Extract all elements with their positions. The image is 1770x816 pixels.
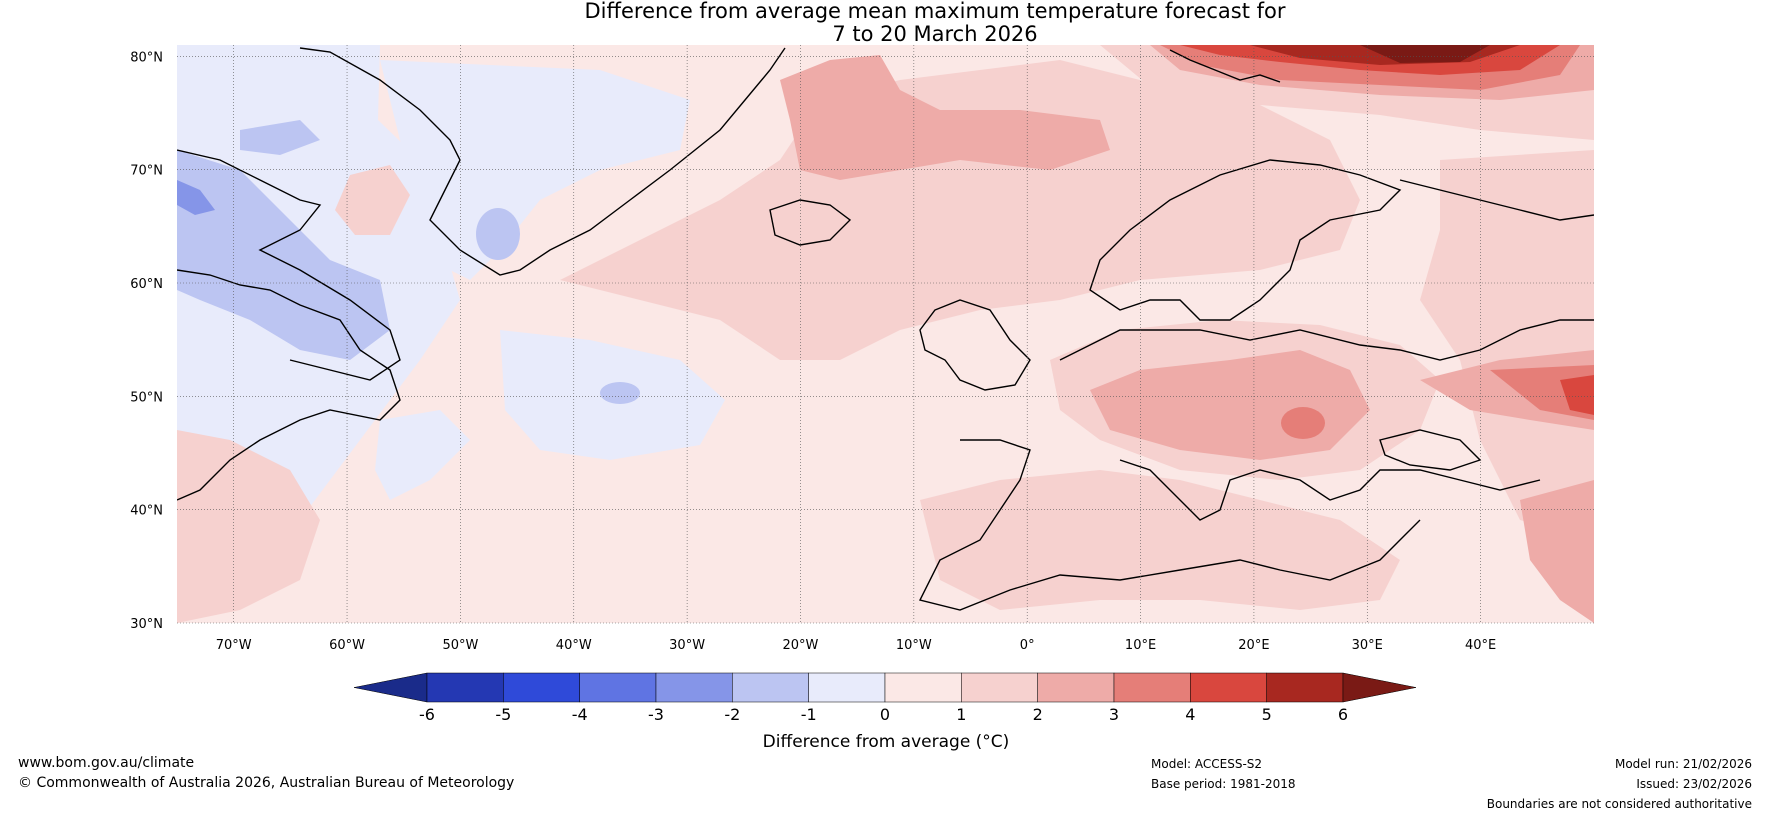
colorbar-arrow-low: [353, 672, 428, 703]
longitude-label: 20°E: [1238, 638, 1269, 653]
coastline-europe: [1059, 319, 1594, 361]
anomaly-region-warm-baffin: [335, 165, 410, 235]
colorbar-segment: [1037, 672, 1115, 703]
graticule: [177, 45, 1594, 624]
boundaries-disclaimer: Boundaries are not considered authoritat…: [1486, 797, 1752, 811]
coastline-svalbard: [1169, 49, 1281, 83]
title-line-1: Difference from average mean maximum tem…: [584, 0, 1286, 23]
latitude-label: 80°N: [130, 50, 163, 65]
model-name: Model: ACCESS-S2: [1151, 757, 1263, 771]
title-line-2: 7 to 20 March 2026: [832, 22, 1038, 46]
colorbar-tick-label: -5: [495, 705, 511, 724]
longitude-label: 30°W: [669, 638, 705, 653]
anomaly-region-hot-norwegian-sea: [780, 55, 1110, 180]
colorbar: -6 -5 -4 -3 -2 -1 0 1 2 3 4 5 6: [353, 672, 1417, 724]
colorbar-tick-label: 0: [880, 705, 890, 724]
longitude-labels: 70°W 60°W 50°W 40°W 30°W 20°W 10°W 0° 10°E 20°E 30…: [216, 638, 1497, 653]
colorbar-tick-label: -3: [648, 705, 664, 724]
coastline-iberia-north-africa: [918, 439, 1421, 611]
colorbar-segment: [426, 672, 504, 703]
footer-url: www.bom.gov.au/climate: [18, 755, 195, 771]
longitude-label: 20°W: [783, 638, 819, 653]
colorbar-tick-label: 2: [1033, 705, 1043, 724]
longitude-label: 10°E: [1125, 638, 1156, 653]
anomaly-region-cool-greenland: [380, 60, 690, 280]
coastline-greenland: [299, 47, 786, 276]
coastline-italy-balkans: [1119, 459, 1541, 521]
latitude-label: 60°N: [130, 277, 163, 292]
colorbar-segment: [1266, 672, 1344, 703]
longitude-label: 50°W: [442, 638, 478, 653]
coastline-baffin-island: [177, 149, 401, 381]
anomaly-fills: [177, 45, 1594, 623]
model-run-date: Model run: 21/02/2026: [1614, 757, 1752, 771]
colorbar-tick-label: 6: [1338, 705, 1348, 724]
latitude-labels: 80°N 70°N 60°N 50°N 40°N 30°N: [130, 50, 163, 632]
coastlines: [177, 47, 1594, 611]
latitude-label: 30°N: [130, 617, 163, 632]
longitude-label: 40°W: [556, 638, 592, 653]
latitude-label: 70°N: [130, 164, 163, 179]
footer-copyright: © Commonwealth of Australia 2026, Austra…: [18, 775, 515, 791]
colorbar-segment: [961, 672, 1038, 703]
coastline-arctic-russia: [1399, 179, 1594, 221]
coastline-black-sea: [1379, 429, 1482, 471]
coastline-british-isles: [919, 299, 1031, 391]
colorbar-segment: [1113, 672, 1191, 703]
anomaly-region-cold-atlantic: [600, 382, 640, 404]
latitude-label: 50°N: [130, 390, 163, 405]
coastline-iceland: [769, 199, 852, 246]
longitude-label: 70°W: [216, 638, 252, 653]
anomaly-region-cold-greenland-east: [476, 208, 520, 260]
longitude-label: 30°E: [1352, 638, 1383, 653]
colorbar-tick-label: 4: [1185, 705, 1195, 724]
anomaly-region-warm-east: [1420, 150, 1594, 540]
colorbar-segment: [655, 672, 733, 703]
anomaly-region-cold-baffin-bay: [177, 180, 215, 215]
latitude-label: 40°N: [130, 504, 163, 519]
longitude-label: 0°: [1020, 638, 1035, 653]
colorbar-tick-label: -1: [801, 705, 817, 724]
colorbar-segment: [1190, 672, 1267, 703]
colorbar-tick-label: 3: [1109, 705, 1119, 724]
colorbar-segment: [503, 672, 580, 703]
base-period: Base period: 1981-2018: [1151, 777, 1296, 791]
colorbar-segment: [808, 672, 886, 703]
colorbar-segment: [732, 672, 809, 703]
colorbar-tick-label: -6: [419, 705, 435, 724]
anomaly-region-cool-south: [375, 410, 470, 500]
anomaly-region-warm-us-east: [177, 430, 320, 623]
longitude-label: 60°W: [329, 638, 365, 653]
colorbar-segment: [884, 672, 962, 703]
longitude-label: 40°E: [1465, 638, 1496, 653]
anomaly-region-very-hot-russia: [1490, 365, 1594, 420]
colorbar-label: Difference from average (°C): [763, 732, 1010, 752]
colorbar-tick-label: 5: [1262, 705, 1272, 724]
colorbar-segment: [579, 672, 657, 703]
coastline-scandinavia: [1089, 159, 1402, 321]
anomaly-region-cold-baffin: [240, 120, 320, 155]
colorbar-arrow-high: [1342, 672, 1417, 703]
colorbar-tick-label: -4: [572, 705, 588, 724]
anomaly-region-very-hot-balkans: [1281, 407, 1325, 439]
anomaly-region-extreme-russia: [1560, 375, 1594, 415]
anomaly-region-cold-labrador: [177, 150, 390, 360]
anomaly-region-warm-mediterranean: [920, 470, 1400, 610]
longitude-label: 10°W: [896, 638, 932, 653]
anomaly-region-max-arctic-core: [1360, 45, 1490, 63]
issued-date: Issued: 23/02/2026: [1636, 777, 1752, 791]
coastline-canada-east: [177, 269, 401, 501]
colorbar-tick-label: -2: [724, 705, 740, 724]
anomaly-region-hot-middle-east: [1520, 480, 1594, 623]
chart-title: Difference from average mean maximum tem…: [0, 0, 1770, 46]
anomaly-region-warm-north-atlantic: [560, 60, 1360, 360]
colorbar-tick-label: 1: [956, 705, 966, 724]
